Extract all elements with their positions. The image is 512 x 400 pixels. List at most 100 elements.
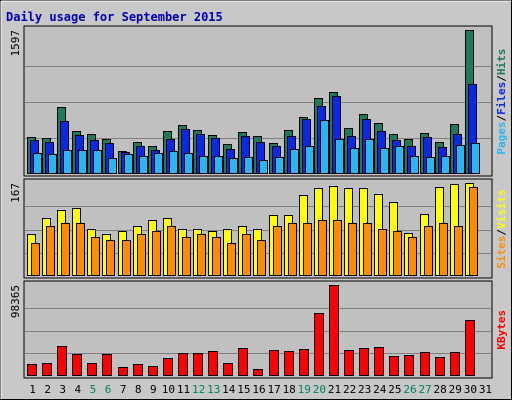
bar-kbytes-day-10 (163, 358, 173, 376)
x-tick-day-20: 20 (313, 383, 326, 396)
bar-sites-day-21 (333, 220, 342, 276)
bar-kbytes-day-3 (57, 346, 67, 376)
x-tick-day-23: 23 (358, 383, 371, 396)
bar-kbytes-day-30 (465, 320, 475, 376)
bar-pages-day-17 (275, 157, 284, 174)
legend-hits: Hits (495, 49, 508, 76)
legend-files: Files (495, 82, 508, 115)
bar-kbytes-day-6 (102, 354, 112, 376)
bar-pages-day-24 (380, 148, 389, 174)
x-tick-day-12: 12 (192, 383, 205, 396)
bar-sites-day-6 (106, 240, 115, 276)
bar-kbytes-day-27 (420, 352, 430, 376)
x-tick-day-16: 16 (252, 383, 265, 396)
x-tick-day-25: 25 (388, 383, 401, 396)
bar-kbytes-day-13 (208, 351, 218, 376)
x-tick-day-19: 19 (298, 383, 311, 396)
panel-max-label: 98365 (9, 285, 22, 318)
bar-pages-day-29 (456, 145, 465, 174)
bar-kbytes-day-5 (87, 363, 97, 376)
bar-sites-day-4 (76, 223, 85, 276)
bar-pages-day-18 (290, 149, 299, 174)
bar-pages-day-4 (78, 150, 87, 174)
x-tick-day-4: 4 (75, 383, 82, 396)
x-tick-day-31: 31 (479, 383, 492, 396)
bar-pages-day-2 (48, 154, 57, 174)
bar-sites-day-22 (348, 223, 357, 276)
bar-sites-day-28 (439, 223, 448, 276)
bar-pages-day-7 (124, 154, 133, 174)
bar-kbytes-day-19 (299, 349, 309, 376)
bar-pages-day-16 (259, 160, 268, 174)
bar-kbytes-day-7 (118, 367, 128, 376)
bar-kbytes-day-18 (284, 351, 294, 376)
bar-sites-day-9 (152, 231, 161, 276)
x-tick-day-15: 15 (237, 383, 250, 396)
bar-sites-day-13 (212, 237, 221, 276)
bar-pages-day-22 (350, 148, 359, 174)
bar-kbytes-day-17 (269, 350, 279, 376)
bar-pages-day-13 (214, 156, 223, 174)
bar-kbytes-day-21 (329, 285, 339, 376)
x-tick-day-6: 6 (105, 383, 112, 396)
x-tick-day-14: 14 (222, 383, 236, 396)
x-tick-day-3: 3 (59, 383, 66, 396)
bar-pages-day-19 (305, 146, 314, 174)
bar-kbytes-day-28 (435, 357, 445, 376)
x-tick-day-22: 22 (343, 383, 356, 396)
bar-pages-day-21 (335, 139, 344, 174)
bar-pages-day-11 (184, 153, 193, 174)
bar-sites-day-2 (46, 226, 55, 276)
bar-pages-day-6 (108, 158, 117, 174)
label-separator: / (495, 75, 508, 82)
bar-kbytes-day-22 (344, 350, 354, 376)
bar-sites-day-14 (227, 243, 236, 276)
bar-sites-day-3 (61, 223, 70, 276)
bar-kbytes-day-16 (253, 369, 263, 376)
bar-sites-day-18 (288, 223, 297, 276)
x-tick-day-27: 27 (418, 383, 431, 396)
bar-pages-day-30 (471, 143, 480, 174)
chart-title: Daily usage for September 2015 (6, 10, 223, 24)
bar-sites-day-30 (469, 187, 478, 276)
bar-pages-day-25 (395, 146, 404, 174)
x-tick-day-30: 30 (464, 383, 477, 396)
x-tick-day-5: 5 (90, 383, 97, 396)
x-tick-day-29: 29 (449, 383, 462, 396)
bar-pages-day-3 (63, 150, 72, 174)
x-tick-day-28: 28 (434, 383, 447, 396)
x-tick-day-13: 13 (207, 383, 220, 396)
bar-pages-day-20 (320, 120, 329, 174)
bar-sites-day-24 (378, 229, 387, 276)
bar-pages-day-26 (410, 156, 419, 174)
x-tick-day-26: 26 (403, 383, 416, 396)
bar-sites-day-16 (257, 240, 266, 276)
bar-sites-day-23 (363, 223, 372, 276)
x-tick-day-1: 1 (29, 383, 36, 396)
bar-kbytes-day-8 (133, 364, 143, 376)
bar-kbytes-day-2 (42, 363, 52, 376)
legend-pages: Pages (495, 121, 508, 154)
bar-kbytes-day-29 (450, 352, 460, 376)
x-tick-day-9: 9 (150, 383, 157, 396)
bar-pages-day-23 (365, 139, 374, 174)
bar-pages-day-10 (169, 151, 178, 174)
x-tick-day-17: 17 (267, 383, 280, 396)
x-tick-day-24: 24 (373, 383, 387, 396)
bar-sites-day-7 (122, 240, 131, 276)
bar-kbytes-day-25 (389, 356, 399, 376)
bar-kbytes-day-4 (72, 354, 82, 376)
bar-kbytes-day-24 (374, 347, 384, 376)
x-tick-day-21: 21 (328, 383, 341, 396)
bar-sites-day-26 (408, 237, 417, 276)
panel-max-label: 1597 (9, 30, 22, 57)
bar-kbytes-day-15 (238, 348, 248, 376)
x-tick-day-11: 11 (177, 383, 190, 396)
bar-sites-day-29 (454, 226, 463, 276)
panel-visits-sites: 167 Sites/Visits (9, 178, 508, 279)
panel-max-label: 167 (9, 183, 22, 203)
bar-sites-day-5 (91, 237, 100, 276)
bar-kbytes-day-1 (27, 364, 37, 376)
